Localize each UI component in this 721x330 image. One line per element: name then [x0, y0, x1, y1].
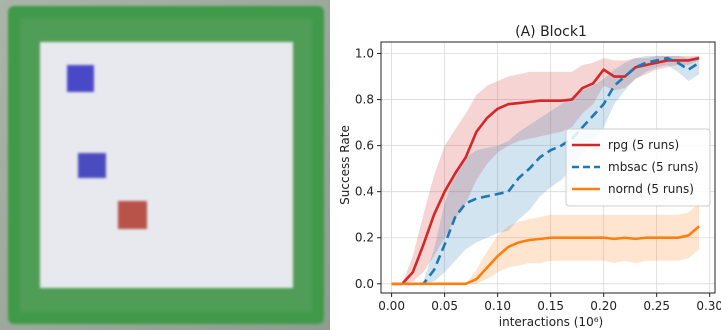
- series-line: [391, 225, 700, 286]
- x-tick-label: 0.10: [484, 299, 511, 313]
- confidence-band: [391, 203, 700, 284]
- series-line: [391, 56, 700, 286]
- blue-block-1: [67, 65, 94, 92]
- plot-frame: [380, 41, 716, 294]
- legend-label: mbsac (5 runs): [608, 160, 699, 174]
- legend-label: rpg (5 runs): [608, 138, 679, 152]
- x-axis-label: interactions (10⁶): [499, 315, 603, 329]
- y-tick-label: 0.6: [355, 139, 374, 153]
- y-tick-label: 0.8: [355, 93, 374, 107]
- x-tick-label: 0.15: [537, 299, 564, 313]
- series-line: [391, 56, 700, 286]
- y-axis-label: Success Rate: [338, 125, 352, 205]
- confidence-band: [391, 55, 700, 284]
- x-tick-label: 0.00: [378, 299, 405, 313]
- x-tick-label: 0.25: [643, 299, 670, 313]
- legend-label: nornd (5 runs): [608, 182, 694, 196]
- x-tick-label: 0.20: [590, 299, 617, 313]
- x-tick-label: 0.05: [431, 299, 458, 313]
- x-tick-label: 0.30: [696, 299, 721, 313]
- y-tick-label: 1.0: [355, 47, 374, 61]
- workspace-photo: [0, 0, 330, 330]
- y-tick-label: 0.4: [355, 185, 374, 199]
- y-tick-label: 0.0: [355, 277, 374, 291]
- y-tick-label: 0.2: [355, 231, 374, 245]
- confidence-band: [391, 55, 700, 284]
- plot-area: 0.00 0.05 0.10 0.15 0.20 0.25 0.30 0.0 0.2 0.4 0.6…: [355, 41, 721, 313]
- success-rate-chart: (A) Block1 0.00 0.05 0.10 0.15 0.20 0.25 0.300…: [338, 24, 721, 329]
- chart-title: (A) Block1: [515, 24, 587, 40]
- red-block: [118, 201, 147, 229]
- blue-block-2: [78, 153, 106, 178]
- legend-box: [565, 128, 711, 207]
